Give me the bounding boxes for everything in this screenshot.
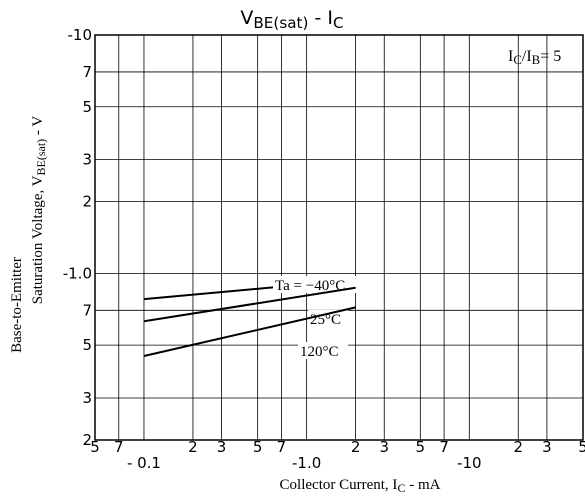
y-axis-label-sub: BE(sat) <box>34 139 48 176</box>
x-tick-label: 5 <box>578 438 585 456</box>
x-axis-label-sub: C <box>397 481 405 495</box>
x-tick-label: 7 <box>114 438 124 456</box>
y-tick-label: 5 <box>82 98 92 116</box>
series-label-bg <box>298 342 348 359</box>
y-tick-label: -10 <box>68 26 93 44</box>
chart-title-part: - I <box>308 7 333 29</box>
series-label: Ta = −40°C <box>275 278 345 294</box>
x-axis-label: Collector Current, IC - mA <box>280 477 441 495</box>
x-tick-label: 5 <box>416 438 426 456</box>
x-tick-label: 2 <box>351 438 361 456</box>
x-tick-label: -10 <box>457 454 482 472</box>
chart-title-sub: C <box>333 14 344 32</box>
x-tick-label: 2 <box>188 438 198 456</box>
y-tick-label: 2 <box>82 431 92 449</box>
annotation-part: = 5 <box>540 48 561 65</box>
y-tick-label: 5 <box>82 336 92 354</box>
y-tick-label: 3 <box>82 151 92 169</box>
x-tick-label: 7 <box>277 438 287 456</box>
annotation-part: /I <box>522 48 532 65</box>
x-tick-label: -1.0 <box>292 454 321 472</box>
series-line <box>143 286 356 323</box>
x-axis-label-part: Collector Current, I <box>280 477 398 493</box>
y-axis-label-part: Saturation Voltage, V <box>30 175 46 304</box>
chart-title-part: V <box>240 7 253 29</box>
annotation-sub: B <box>532 53 541 67</box>
x-tick-label: - 0.1 <box>127 454 161 472</box>
x-tick-label: 3 <box>217 438 227 456</box>
y-axis-label-part: - V <box>30 116 46 139</box>
y-axis-label: Saturation Voltage, VBE(sat) - V <box>30 116 48 305</box>
y-tick-label: 7 <box>82 63 92 81</box>
x-tick-label: 5 <box>253 438 263 456</box>
x-tick-label: 3 <box>379 438 389 456</box>
x-tick-label: 5 <box>90 438 100 456</box>
chart-title-sub: BE(sat) <box>253 14 308 32</box>
x-tick-label: 3 <box>542 438 552 456</box>
y-tick-label: -1.0 <box>63 264 92 282</box>
series-label: 120°C <box>300 344 339 360</box>
y-axis-label: Base-to-Emitter <box>9 257 25 353</box>
annotation-part: I <box>508 48 513 65</box>
series-line <box>143 306 356 357</box>
y-tick-label: 7 <box>82 301 92 319</box>
annotation-sub: C <box>513 53 522 67</box>
y-tick-label: 2 <box>82 193 92 211</box>
x-tick-label: 2 <box>513 438 523 456</box>
series-label-bg <box>308 310 348 327</box>
annotation: IC/IB= 5 <box>508 48 561 67</box>
y-tick-label: 3 <box>82 389 92 407</box>
plot-frame <box>94 34 584 441</box>
chart-title: VBE(sat) - IC <box>240 7 343 32</box>
x-axis-label-part: - mA <box>405 477 440 493</box>
x-tick-label: 7 <box>439 438 449 456</box>
